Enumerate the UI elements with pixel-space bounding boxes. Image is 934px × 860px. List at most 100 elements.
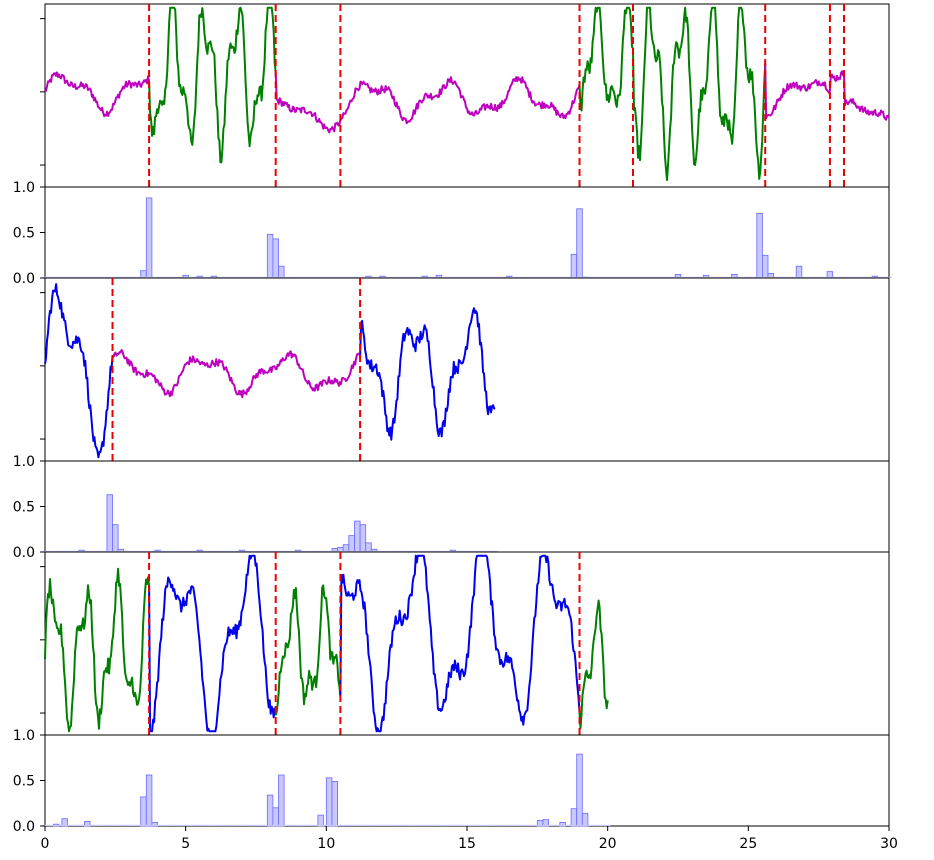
baseline-bar xyxy=(211,824,217,826)
baseline-bar xyxy=(149,824,155,826)
baseline-bar xyxy=(520,824,527,826)
baseline-bar xyxy=(396,824,403,826)
baseline-bar xyxy=(239,824,245,826)
baseline-bar xyxy=(357,276,363,278)
panel-2: 0.0 0.5 1.0 xyxy=(13,277,890,561)
baseline-bar xyxy=(87,550,93,552)
baseline-bar xyxy=(543,276,549,278)
probability-bar xyxy=(354,520,361,553)
baseline-bar xyxy=(357,550,363,552)
baseline-bar xyxy=(633,276,639,278)
baseline-bar xyxy=(188,550,195,552)
baseline-bar xyxy=(104,824,110,826)
baseline-bar xyxy=(205,824,211,826)
baseline-bar xyxy=(368,550,375,552)
baseline-bar xyxy=(177,550,183,552)
probability-bar xyxy=(272,238,279,279)
baseline-bar xyxy=(154,550,161,552)
baseline-bar xyxy=(582,276,588,278)
baseline-bar xyxy=(413,824,420,826)
baseline-bar xyxy=(430,824,436,826)
baseline-bar xyxy=(295,550,301,552)
baseline-bar xyxy=(244,824,251,826)
baseline-bar xyxy=(413,550,420,552)
baseline-bar xyxy=(244,550,251,552)
baseline-bar xyxy=(284,550,290,552)
baseline-bar xyxy=(452,276,459,278)
baseline-bar xyxy=(317,276,324,278)
baseline-bar xyxy=(886,276,892,278)
baseline-bar xyxy=(261,276,268,278)
baseline-bar xyxy=(250,550,256,552)
series-segment-green xyxy=(578,599,609,730)
baseline-bar xyxy=(548,824,555,826)
baseline-bar xyxy=(126,550,133,552)
baseline-bar xyxy=(346,550,352,552)
probability-bar xyxy=(278,265,285,279)
baseline-bar xyxy=(436,276,442,278)
baseline-bar xyxy=(272,276,279,278)
baseline-bar xyxy=(244,276,251,278)
baseline-bar xyxy=(109,276,116,278)
baseline-bar xyxy=(706,276,712,278)
baseline-bar xyxy=(796,276,802,278)
series-segment-magenta xyxy=(274,72,342,134)
baseline-bar xyxy=(813,276,819,278)
panel-3: 0.0 0.5 1.0 xyxy=(13,551,890,835)
baseline-bar xyxy=(509,824,515,826)
probability-bar xyxy=(348,535,355,553)
baseline-bar xyxy=(391,824,397,826)
baseline-bar xyxy=(846,276,853,278)
probability-bar xyxy=(576,208,583,279)
baseline-bar xyxy=(53,824,59,826)
baseline-bar xyxy=(441,824,448,826)
panels-group: 0.0 0.5 1.0 0.0 0.5 1.0 0.0 0.5 1.0 xyxy=(13,3,892,835)
baseline-bar xyxy=(329,550,335,552)
probability-bar xyxy=(272,807,279,827)
baseline-bar xyxy=(166,276,172,278)
baseline-bar xyxy=(81,550,88,552)
baseline-bar xyxy=(182,276,189,278)
bar-y-tick-label: 1.0 xyxy=(13,180,35,196)
baseline-bar xyxy=(430,550,436,552)
baseline-bar xyxy=(278,550,285,552)
baseline-bar xyxy=(841,276,847,278)
baseline-bar xyxy=(554,276,560,278)
baseline-bar xyxy=(154,276,161,278)
baseline-bar xyxy=(751,276,757,278)
baseline-bar xyxy=(272,824,279,826)
baseline-bar xyxy=(137,824,144,826)
baseline-bar xyxy=(216,276,223,278)
baseline-bar xyxy=(503,824,510,826)
baseline-bar xyxy=(126,824,133,826)
baseline-bar xyxy=(312,276,318,278)
baseline-bar xyxy=(143,550,150,552)
baseline-bar xyxy=(486,276,493,278)
baseline-bar xyxy=(621,276,628,278)
probability-bar xyxy=(365,542,372,553)
baseline-bar xyxy=(81,276,88,278)
baseline-bar xyxy=(334,276,341,278)
baseline-bar xyxy=(289,550,296,552)
baseline-bar xyxy=(323,824,330,826)
baseline-bar xyxy=(385,276,391,278)
baseline-bar xyxy=(784,276,791,278)
baseline-bar xyxy=(458,824,465,826)
baseline-bar xyxy=(306,550,313,552)
baseline-bar xyxy=(306,276,313,278)
line-axes-frame xyxy=(44,551,890,736)
baseline-bar xyxy=(109,550,116,552)
baseline-bar xyxy=(543,824,549,826)
baseline-bar xyxy=(537,276,543,278)
baseline-bar xyxy=(717,276,723,278)
baseline-bar xyxy=(368,276,375,278)
baseline-bar xyxy=(599,276,605,278)
bar-y-tick-label: 0.5 xyxy=(13,500,35,516)
baseline-bar xyxy=(509,276,515,278)
baseline-bar xyxy=(227,824,234,826)
baseline-bar xyxy=(419,824,425,826)
baseline-bar xyxy=(239,550,245,552)
baseline-bar xyxy=(469,550,476,552)
baseline-bar xyxy=(143,276,150,278)
